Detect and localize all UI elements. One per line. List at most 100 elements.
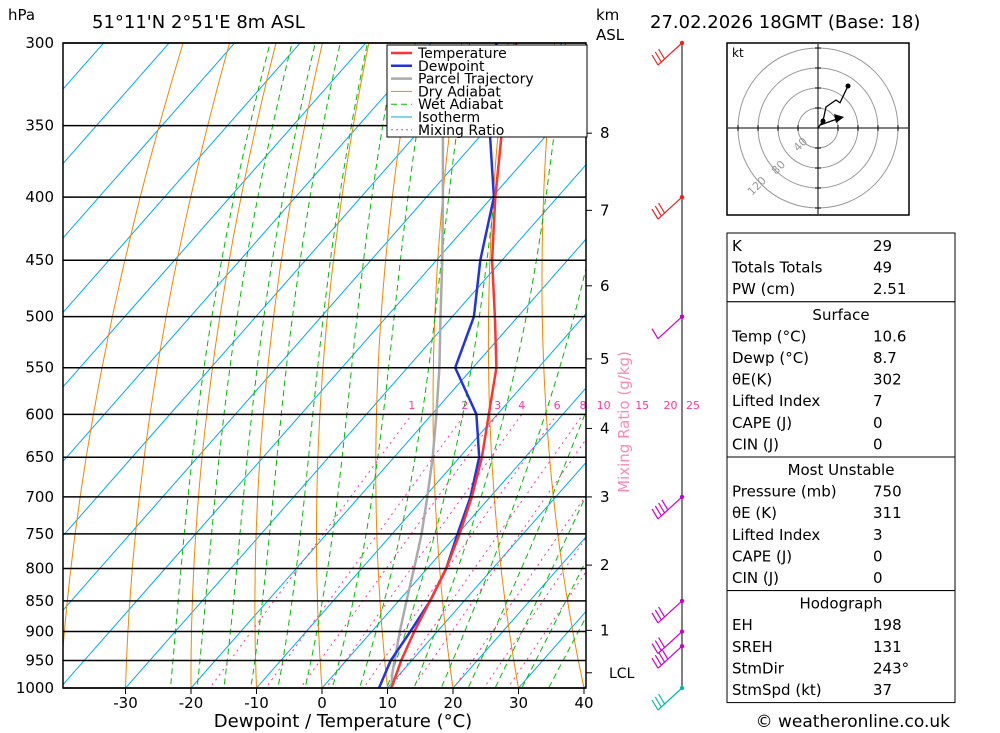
hodograph-index-row-label: StmDir [732,659,785,677]
height-ref-label: ASL [596,26,625,44]
isotherm-line [255,312,586,688]
height-tick-label: 7 [600,201,610,219]
storm-motion-arrowhead [834,114,844,123]
mixing-ratio-label: 6 [554,399,561,412]
wind-barb [651,644,685,669]
legend-label: Mixing Ratio [418,123,504,139]
height-tick-label: 1 [600,621,610,639]
mixing-ratio-label: 1 [408,399,415,412]
height-tick-label: 5 [600,350,610,368]
mixing-ratio-label: 25 [686,399,700,412]
x-tick-label: -10 [244,694,269,712]
mixing-ratio-label: 8 [580,399,587,412]
dry-adiabat-line [964,0,1000,714]
general-index-label: Totals Totals [731,259,823,277]
mixing-ratio-label: 3 [494,399,501,412]
wind-barb-feather [651,508,659,520]
surface-row-label: Dewp (°C) [732,349,809,367]
mixing-ratio-label: 20 [664,399,678,412]
wind-barb-feather [658,693,666,705]
isotherm-line [63,89,586,686]
dewpoint-curve [377,43,498,688]
x-tick-label: 10 [378,694,397,712]
surface-section-title: Surface [812,306,869,324]
mixing-ratio-line [209,414,413,688]
wind-barb-shaft [657,42,683,66]
x-tick-label: 30 [509,694,528,712]
indices-section-box [726,232,956,303]
mixing-ratio-line [507,570,586,688]
hodograph-index-row-value: 37 [873,681,892,699]
wet-adiabat-line [169,43,271,688]
wet-adiabat-line [494,494,586,688]
height-tick-label: 8 [600,124,610,142]
wind-barb-feather [658,48,666,60]
pressure-unit-label: hPa [8,6,35,24]
mixing-ratio-line [362,414,558,688]
isotherm-line [63,43,367,388]
wind-barb-feather [654,654,662,666]
surface-row-value: 10.6 [873,327,906,345]
legend-label: Wet Adiabat [418,97,504,113]
x-axis-ticks: -30 -20 -10 0 10 20 30 40 [113,688,594,712]
wind-barb-shaft [657,196,683,220]
wind-barb-feather [651,612,659,624]
most-unstable-row-label: CAPE (J) [732,547,792,565]
wind-barb [651,685,685,711]
surface-row-label: θE(K) [732,371,772,389]
most-unstable-section-title: Most Unstable [788,461,895,479]
isotherm-line [321,387,586,688]
mixing-ratio-label: 4 [518,399,525,412]
x-tick-label: -30 [113,694,138,712]
wind-barb-feather [651,643,659,654]
wind-barb-feather [654,696,662,708]
pressure-tick-label: 400 [25,188,54,206]
hodograph-index-section-title: Hodograph [799,595,882,613]
wet-adiabat-line [196,43,293,688]
plot-frame [62,42,587,689]
indices-section-box [726,590,956,704]
general-index-label: PW (cm) [732,280,795,298]
surface-row-value: 302 [873,371,902,389]
most-unstable-row-label: Lifted Index [732,526,820,544]
general-index-label: K [732,237,743,255]
wind-barb-shaft [657,496,683,520]
pressure-tick-label: 700 [25,488,54,506]
wet-adiabat-line [223,43,316,688]
general-index-value: 49 [873,259,892,277]
parcel-trajectory-curve [390,60,450,688]
wind-barb [651,598,685,624]
most-unstable-row-value: 0 [873,569,883,587]
general-index-value: 2.51 [873,280,906,298]
isotherm-line [63,43,236,239]
wind-barbs [651,40,685,711]
wind-barb-feather [658,637,666,648]
mixing-ratio-label: 15 [635,399,649,412]
credit-text: © weatheronline.co.uk [756,712,951,732]
isotherm-line [0,0,124,733]
mixing-ratio-label: 10 [597,399,611,412]
hodograph-index-row-label: EH [732,616,753,634]
wind-barb-shaft [657,687,683,711]
x-tick-label: -20 [179,694,204,712]
height-tick-label: 3 [600,488,610,506]
wind-barb-feather [651,657,659,669]
most-unstable-row-label: CIN (J) [732,569,779,587]
height-axis-ticks: 8 7 6 5 4 3 2 1 LCL [586,124,635,682]
wind-barb-feather [651,54,659,66]
wind-barb [651,629,685,654]
hodograph-index-row-value: 198 [873,616,902,634]
mixing-ratio-line [390,414,584,688]
hodograph-index-row-label: SREH [732,638,773,656]
wind-barb-shaft [657,316,683,340]
wind-barb-feather [658,502,666,514]
legend-label: Parcel Trajectory [418,72,534,88]
x-axis-label: Dewpoint / Temperature (°C) [214,711,472,732]
legend-label: Dewpoint [418,59,485,75]
y-axis-ticks: 300 350 400 450 500 550 600 650 700 750 800 850 900 9… [16,34,54,697]
most-unstable-row-value: 311 [873,504,902,522]
pressure-levels [63,42,586,689]
surface-row-label: CIN (J) [732,435,779,453]
